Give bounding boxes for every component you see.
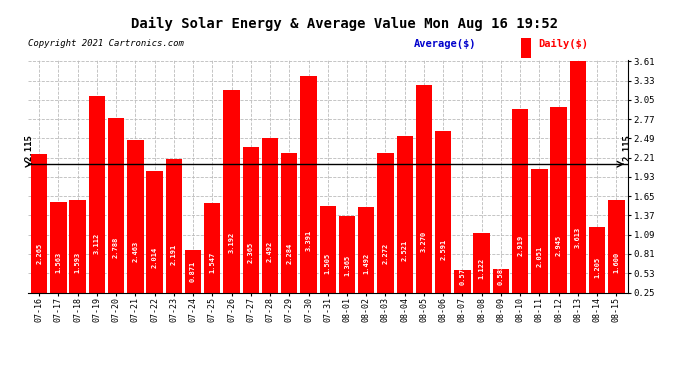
Bar (319, 206, 336, 310)
Text: 2.463: 2.463 (132, 241, 139, 262)
Text: Daily($): Daily($) (538, 39, 588, 50)
Bar (531, 169, 548, 310)
Bar (243, 147, 259, 310)
Text: Copyright 2021 Cartronics.com: Copyright 2021 Cartronics.com (28, 39, 184, 48)
Bar (339, 216, 355, 310)
Bar (50, 202, 66, 310)
Bar (435, 132, 451, 310)
Bar (300, 76, 317, 310)
Text: Average($): Average($) (414, 39, 477, 50)
Text: 2.365: 2.365 (248, 242, 254, 263)
Bar (589, 227, 605, 310)
Text: 0.573: 0.573 (460, 264, 466, 285)
Text: 2.492: 2.492 (267, 240, 273, 262)
Text: 1.547: 1.547 (209, 252, 215, 273)
Text: 2.014: 2.014 (152, 246, 157, 268)
Text: Daily Solar Energy & Average Value Mon Aug 16 19:52: Daily Solar Energy & Average Value Mon A… (131, 17, 559, 31)
Bar (146, 171, 163, 310)
Text: 1.122: 1.122 (479, 257, 484, 279)
Bar (397, 136, 413, 310)
Bar (377, 153, 394, 310)
Text: 0.585: 0.585 (498, 264, 504, 285)
Text: 1.600: 1.600 (613, 252, 620, 273)
Text: 1.563: 1.563 (55, 252, 61, 273)
Bar (551, 107, 566, 310)
Bar (108, 118, 124, 310)
Text: 2.115: 2.115 (622, 134, 631, 161)
Bar (473, 232, 490, 310)
Text: 1.205: 1.205 (594, 256, 600, 278)
Bar (166, 159, 182, 310)
Bar (358, 207, 375, 310)
Text: 1.365: 1.365 (344, 254, 350, 276)
Text: 2.521: 2.521 (402, 240, 408, 261)
Text: 3.112: 3.112 (94, 233, 100, 254)
Bar (185, 250, 201, 310)
Bar (89, 96, 105, 310)
Text: 2.272: 2.272 (382, 243, 388, 264)
Bar (127, 140, 144, 310)
Text: 2.115: 2.115 (24, 134, 33, 161)
Text: 3.270: 3.270 (421, 231, 427, 252)
Text: 2.788: 2.788 (113, 237, 119, 258)
Bar (454, 270, 471, 310)
Bar (70, 200, 86, 310)
Bar (224, 90, 239, 310)
Bar (416, 85, 432, 310)
Bar (31, 154, 48, 310)
Text: 3.192: 3.192 (228, 232, 235, 253)
Text: 3.391: 3.391 (306, 229, 311, 251)
Bar (512, 109, 529, 310)
Bar (281, 153, 297, 310)
Bar (262, 138, 278, 310)
Text: 2.284: 2.284 (286, 243, 293, 264)
Bar (570, 61, 586, 310)
Bar (493, 270, 509, 310)
Text: 3.613: 3.613 (575, 226, 581, 248)
Text: 2.265: 2.265 (36, 243, 42, 264)
Text: 1.593: 1.593 (75, 252, 81, 273)
Text: 2.191: 2.191 (171, 244, 177, 266)
Text: 0.871: 0.871 (190, 261, 196, 282)
Text: 1.492: 1.492 (363, 253, 369, 274)
Bar (608, 200, 624, 310)
Text: 2.919: 2.919 (517, 235, 523, 256)
Text: 2.591: 2.591 (440, 239, 446, 260)
Text: 2.945: 2.945 (555, 235, 562, 256)
Bar (204, 203, 221, 310)
Text: 2.051: 2.051 (536, 246, 542, 267)
Text: 1.505: 1.505 (325, 253, 331, 274)
